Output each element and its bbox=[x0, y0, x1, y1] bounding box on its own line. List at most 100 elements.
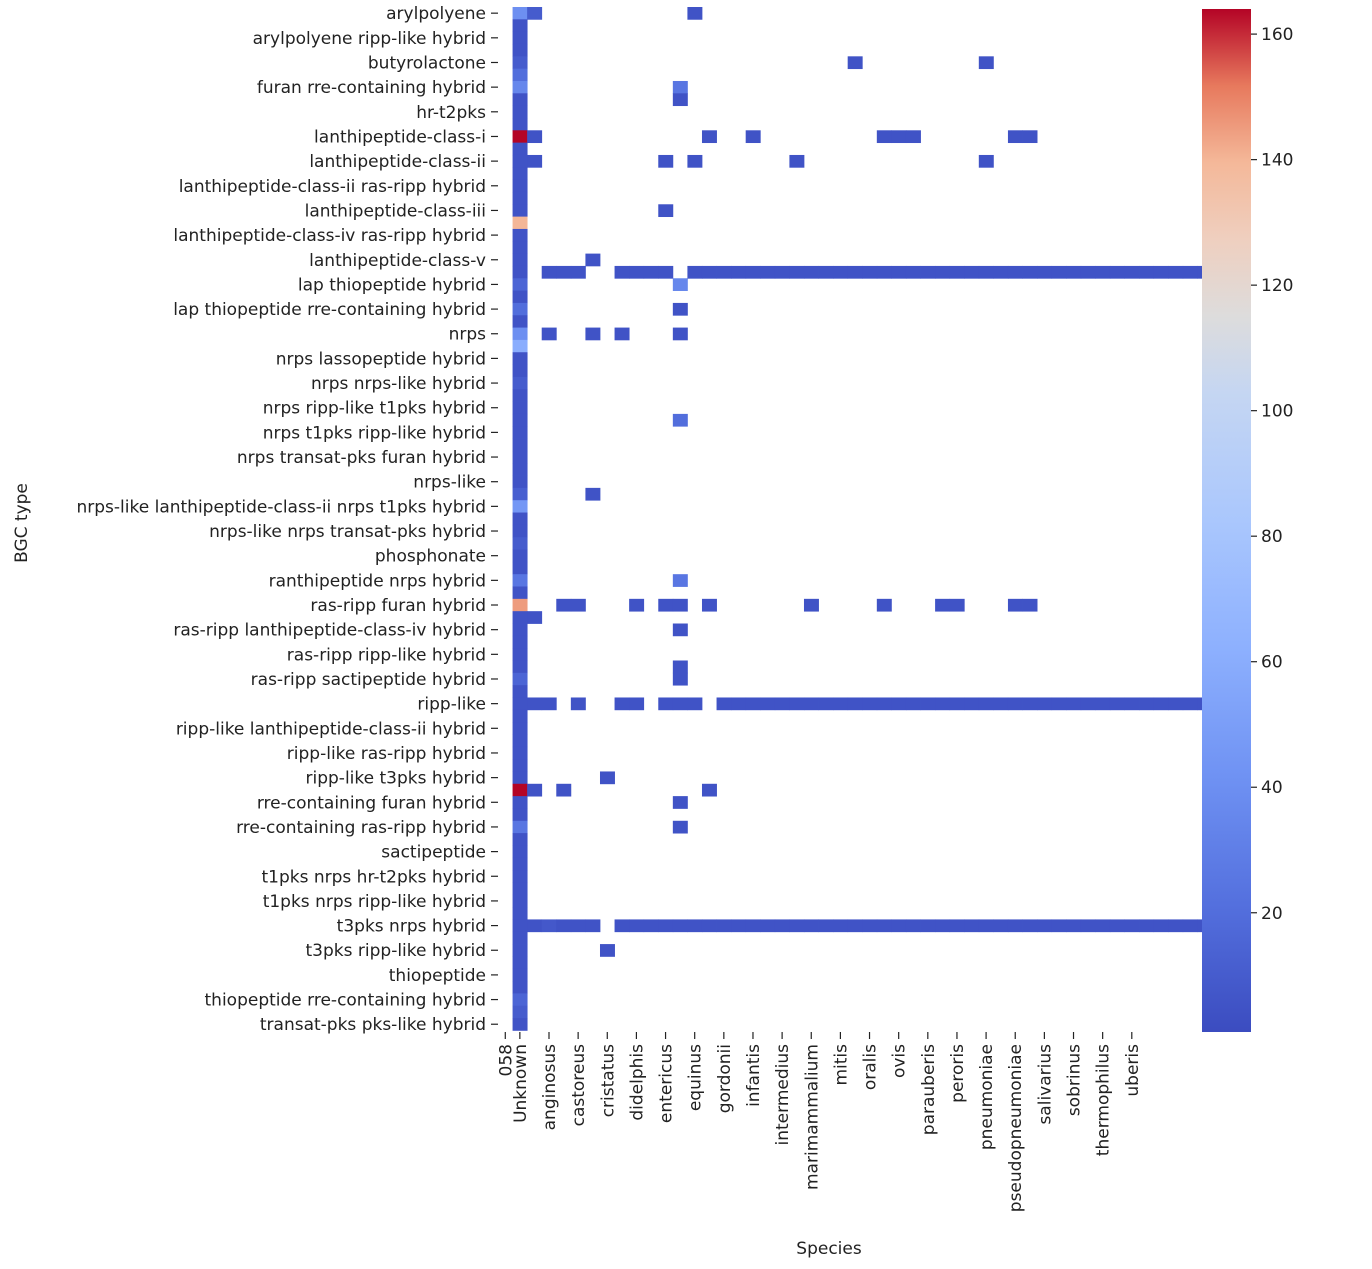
heatmap-cell bbox=[570, 598, 586, 612]
heatmap-cell bbox=[585, 327, 601, 341]
y-tick-label: arylpolyene ripp-like hybrid bbox=[253, 29, 486, 49]
heatmap-cell bbox=[512, 413, 528, 427]
heatmap-cell bbox=[512, 216, 528, 230]
heatmap-cell bbox=[978, 265, 994, 279]
heatmap-cell bbox=[1124, 697, 1140, 711]
heatmap-cell bbox=[512, 31, 528, 45]
colorbar-tick-label: 140 bbox=[1261, 151, 1293, 171]
heatmap-cell bbox=[701, 598, 717, 612]
heatmap-cell bbox=[512, 685, 528, 698]
x-tick-label: parauberis bbox=[919, 1044, 939, 1135]
heatmap-cell bbox=[512, 191, 528, 205]
heatmap-cell bbox=[570, 919, 586, 933]
heatmap-cell bbox=[527, 130, 543, 144]
heatmap-cell bbox=[1168, 697, 1184, 711]
heatmap-cell bbox=[512, 931, 528, 945]
heatmap-cell bbox=[512, 796, 528, 809]
heatmap-cell bbox=[658, 154, 674, 168]
heatmap-cell bbox=[731, 697, 747, 711]
heatmap-cell bbox=[570, 265, 586, 279]
x-tick-label: gordonii bbox=[715, 1044, 735, 1113]
heatmap-cell bbox=[1095, 697, 1111, 711]
y-tick-label: thiopeptide bbox=[389, 966, 486, 986]
heatmap-cell bbox=[512, 635, 528, 649]
x-tick-label: anginosus bbox=[540, 1044, 560, 1131]
colorbar: 20 40 60 80 100 120 140 160 bbox=[1202, 9, 1293, 1032]
heatmap-cell bbox=[1022, 919, 1038, 933]
heatmap-cell bbox=[964, 919, 980, 933]
heatmap-cell bbox=[1022, 697, 1038, 711]
y-tick-label: nrps ripp-like t1pks hybrid bbox=[263, 399, 486, 419]
heatmap-cell bbox=[920, 919, 936, 933]
x-tick-label: equinus bbox=[686, 1044, 706, 1111]
x-tick-label: entericus bbox=[657, 1044, 677, 1123]
y-tick-label: nrps-like lanthipeptide-class-ii nrps t1… bbox=[77, 497, 487, 517]
x-tick-label: uberis bbox=[1123, 1044, 1143, 1097]
x-tick-label: marimammalium bbox=[802, 1044, 822, 1190]
y-axis-ticks: arylpolyene arylpolyene ripp-like hybrid b… bbox=[77, 4, 498, 1035]
heatmap-cell bbox=[745, 130, 761, 144]
y-tick-label: sactipeptide bbox=[381, 843, 486, 863]
y-tick-label: t1pks nrps hr-t2pks hybrid bbox=[261, 867, 486, 887]
heatmap-cell bbox=[512, 709, 528, 723]
heatmap-cell bbox=[1080, 697, 1096, 711]
heatmap-cell bbox=[556, 598, 572, 612]
heatmap-cell bbox=[716, 697, 732, 711]
heatmap-cell bbox=[672, 278, 688, 291]
y-tick-label: lanthipeptide-class-v bbox=[309, 251, 486, 271]
heatmap-cell bbox=[512, 524, 528, 538]
heatmap-cell bbox=[512, 167, 528, 181]
heatmap-cell bbox=[643, 919, 659, 933]
heatmap-cell bbox=[701, 130, 717, 144]
heatmap-cell bbox=[629, 697, 645, 711]
heatmap-cell bbox=[672, 574, 688, 587]
heatmap-cell bbox=[556, 265, 572, 279]
heatmap-cell bbox=[512, 561, 528, 575]
heatmap-cell bbox=[1066, 919, 1082, 933]
heatmap-cell bbox=[512, 389, 528, 402]
heatmap-cell bbox=[687, 7, 703, 20]
heatmap-cell bbox=[512, 142, 528, 156]
heatmap-cell bbox=[512, 956, 528, 970]
heatmap-cell bbox=[527, 7, 543, 20]
heatmap-cell bbox=[701, 783, 717, 797]
heatmap-cell bbox=[512, 870, 528, 883]
heatmap-cell bbox=[978, 56, 994, 70]
y-tick-label: nrps t1pks ripp-like hybrid bbox=[263, 423, 486, 443]
heatmap-cell bbox=[1007, 598, 1023, 612]
heatmap-cell bbox=[512, 500, 528, 513]
heatmap-cell bbox=[833, 265, 849, 279]
heatmap-cell bbox=[585, 487, 601, 501]
heatmap-cell bbox=[512, 611, 528, 624]
heatmap-cell bbox=[745, 697, 761, 711]
heatmap-cell bbox=[512, 204, 528, 218]
heatmap-cell bbox=[862, 265, 878, 279]
x-tick-label: ovis bbox=[890, 1044, 910, 1078]
heatmap-cell bbox=[949, 265, 965, 279]
y-tick-label: ras-ripp furan hybrid bbox=[310, 596, 486, 616]
heatmap-cell bbox=[512, 574, 528, 587]
heatmap-cell bbox=[672, 796, 688, 809]
heatmap-cell bbox=[512, 80, 528, 94]
heatmap-cell bbox=[716, 265, 732, 279]
heatmap-cell bbox=[1182, 697, 1198, 711]
heatmap-cell bbox=[862, 919, 878, 933]
y-tick-label: furan rre-containing hybrid bbox=[257, 78, 486, 98]
colorbar-tick-label: 20 bbox=[1261, 904, 1283, 924]
heatmap-cell bbox=[672, 660, 688, 674]
y-tick-label: ripp-like ras-ripp hybrid bbox=[287, 744, 486, 764]
heatmap-cell bbox=[629, 919, 645, 933]
heatmap-cell bbox=[614, 919, 630, 933]
y-tick-label: nrps transat-pks furan hybrid bbox=[237, 448, 486, 468]
heatmap-cell bbox=[774, 697, 790, 711]
heatmap-cell bbox=[745, 265, 761, 279]
heatmap-cell bbox=[672, 672, 688, 686]
y-tick-label: ripp-like bbox=[417, 695, 486, 715]
heatmap-cell bbox=[949, 598, 965, 612]
heatmap-cell bbox=[672, 623, 688, 637]
y-tick-label: lanthipeptide-class-ii ras-ripp hybrid bbox=[179, 177, 486, 197]
heatmap-cell bbox=[1168, 919, 1184, 933]
heatmap-cell bbox=[672, 327, 688, 341]
